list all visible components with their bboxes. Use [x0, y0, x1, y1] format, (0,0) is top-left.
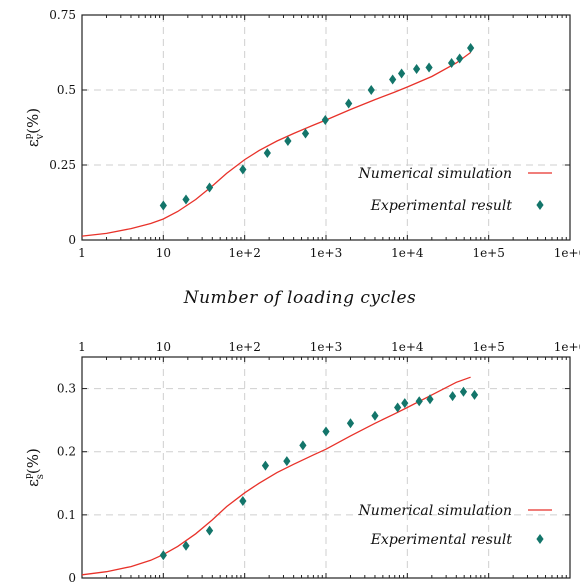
lower-chart-panel: 1 10 1e+2 1e+3 1e+4 1e+5 1e+6 0 0.1 0.2 0.3 εps(%) N… [24, 340, 580, 585]
x-tick-label: 1e+6 [554, 246, 580, 260]
x-tick-label: 1e+2 [228, 246, 260, 260]
experimental-point [371, 410, 379, 421]
simulation-curve [81, 376, 471, 576]
legend-label-simulation: Numerical simulation [358, 503, 512, 519]
x-tick-label: 1e+5 [472, 340, 504, 354]
experimental-point [448, 391, 457, 402]
simulation-curve [81, 51, 471, 237]
experimental-point [413, 64, 421, 74]
experimental-point [456, 53, 464, 64]
experimental-point [159, 200, 167, 211]
x-tick-label: 1e+2 [228, 340, 260, 354]
x-tick-label: 1 [78, 340, 86, 354]
experimental-point [261, 460, 270, 471]
experimental-point [284, 136, 292, 146]
y-tick-label: 0.25 [49, 158, 76, 172]
legend-label-experimental: Experimental result [370, 198, 513, 214]
experimental-point [447, 58, 456, 68]
experimental-point [239, 495, 247, 506]
y-axis-subscript: v [35, 134, 46, 141]
experimental-point [299, 440, 307, 451]
x-tick-label: 1e+3 [310, 246, 342, 260]
experimental-point [182, 194, 190, 205]
y-axis-superscript: p [24, 473, 34, 479]
y-axis-subscript: s [35, 474, 46, 479]
experimental-point [401, 398, 409, 409]
y-tick-label: 0.1 [57, 508, 76, 522]
y-tick-label: 0.5 [57, 83, 76, 97]
x-tick-label: 10 [156, 246, 171, 260]
y-axis-label: εpv(%) [24, 108, 46, 147]
experimental-point [394, 402, 402, 413]
x-tick-label: 10 [156, 340, 171, 354]
legend-diamond-marker [536, 200, 544, 210]
experimental-point [205, 182, 214, 193]
y-axis-unit: (%) [24, 108, 42, 134]
legend-label-simulation: Numerical simulation [358, 166, 512, 182]
experimental-point [205, 525, 214, 536]
experimental-point [345, 98, 353, 109]
x-tick-label: 1e+6 [554, 340, 580, 354]
y-axis-symbol: ε [24, 139, 42, 147]
legend-diamond-marker [536, 534, 544, 544]
experimental-point [459, 386, 468, 397]
y-axis-label: εps(%) [24, 448, 46, 487]
x-axis-label: Number of loading cycles [183, 288, 417, 308]
experimental-point [301, 128, 310, 139]
experimental-point [415, 396, 423, 407]
x-tick-label: 1e+3 [310, 340, 342, 354]
y-axis-superscript: p [24, 133, 34, 139]
experimental-point [283, 456, 291, 467]
x-tick-label: 1e+4 [391, 246, 424, 260]
y-tick-label: 0.2 [57, 445, 76, 459]
experimental-point [239, 164, 247, 175]
upper-chart-panel: 1 10 1e+2 1e+3 1e+4 1e+5 1e+6 0 0.25 0.5 0.75 εpv(%… [24, 8, 580, 308]
y-tick-label: 0.75 [49, 8, 76, 22]
experimental-point [425, 62, 433, 73]
experimental-point [346, 418, 355, 429]
x-tick-label: 1e+4 [391, 340, 424, 354]
y-axis-unit: (%) [24, 448, 42, 474]
experimental-point [389, 74, 397, 85]
experimental-point [470, 389, 479, 400]
y-tick-label: 0 [68, 233, 76, 247]
legend-label-experimental: Experimental result [370, 532, 513, 548]
experimental-point [397, 68, 406, 79]
y-axis-symbol: ε [24, 479, 42, 487]
x-tick-label: 1e+5 [472, 246, 504, 260]
experimental-point [321, 115, 329, 125]
x-tick-label: 1 [78, 246, 86, 260]
experimental-point [159, 550, 167, 561]
experimental-point [367, 85, 375, 95]
experimental-point [263, 148, 271, 158]
experimental-point [182, 540, 190, 551]
experimental-point [426, 394, 434, 405]
experimental-point [322, 426, 330, 437]
y-tick-label: 0 [68, 571, 76, 585]
experimental-point [467, 43, 475, 53]
y-tick-label: 0.3 [57, 382, 76, 396]
